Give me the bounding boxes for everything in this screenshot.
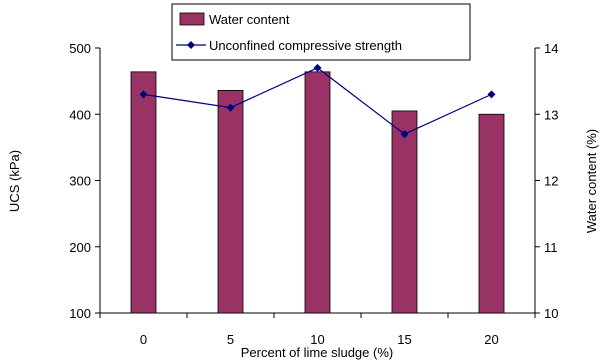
y-tick-label: 200 <box>69 240 91 255</box>
x-tick-label: 15 <box>397 332 411 347</box>
right-axis-ticks: 10 11 12 13 14 <box>535 41 558 321</box>
y2-tick-label: 12 <box>544 174 558 189</box>
bar <box>218 90 243 313</box>
bar <box>392 111 417 313</box>
x-tick-label: 5 <box>227 332 234 347</box>
y2-tick-label: 11 <box>544 240 558 255</box>
bar-series <box>131 72 504 313</box>
legend-swatch-water-content <box>180 13 204 25</box>
y-tick-label: 300 <box>69 174 91 189</box>
data-point <box>488 90 496 98</box>
y2-tick-label: 14 <box>544 41 558 56</box>
y-axis-title: UCS (kPa) <box>7 150 22 212</box>
y-tick-label: 500 <box>69 41 91 56</box>
legend: Water content Unconfined compressive str… <box>172 4 470 60</box>
x-axis-title: Percent of lime sludge (%) <box>241 345 393 360</box>
bar <box>305 72 330 313</box>
legend-label-water-content: Water content <box>209 12 290 27</box>
x-axis-ticks: 0 5 10 15 20 <box>100 313 535 347</box>
y-tick-label: 400 <box>69 107 91 122</box>
x-tick-label: 20 <box>484 332 498 347</box>
y2-tick-label: 10 <box>544 306 558 321</box>
x-tick-label: 0 <box>140 332 147 347</box>
bar <box>131 72 156 313</box>
bar <box>479 114 504 313</box>
y2-tick-label: 13 <box>544 107 558 122</box>
y2-axis-title: Water content (%) <box>584 129 599 233</box>
y-tick-label: 100 <box>69 306 91 321</box>
left-axis-ticks: 100 200 300 400 500 <box>69 41 100 321</box>
legend-label-ucs: Unconfined compressive strength <box>209 38 402 53</box>
